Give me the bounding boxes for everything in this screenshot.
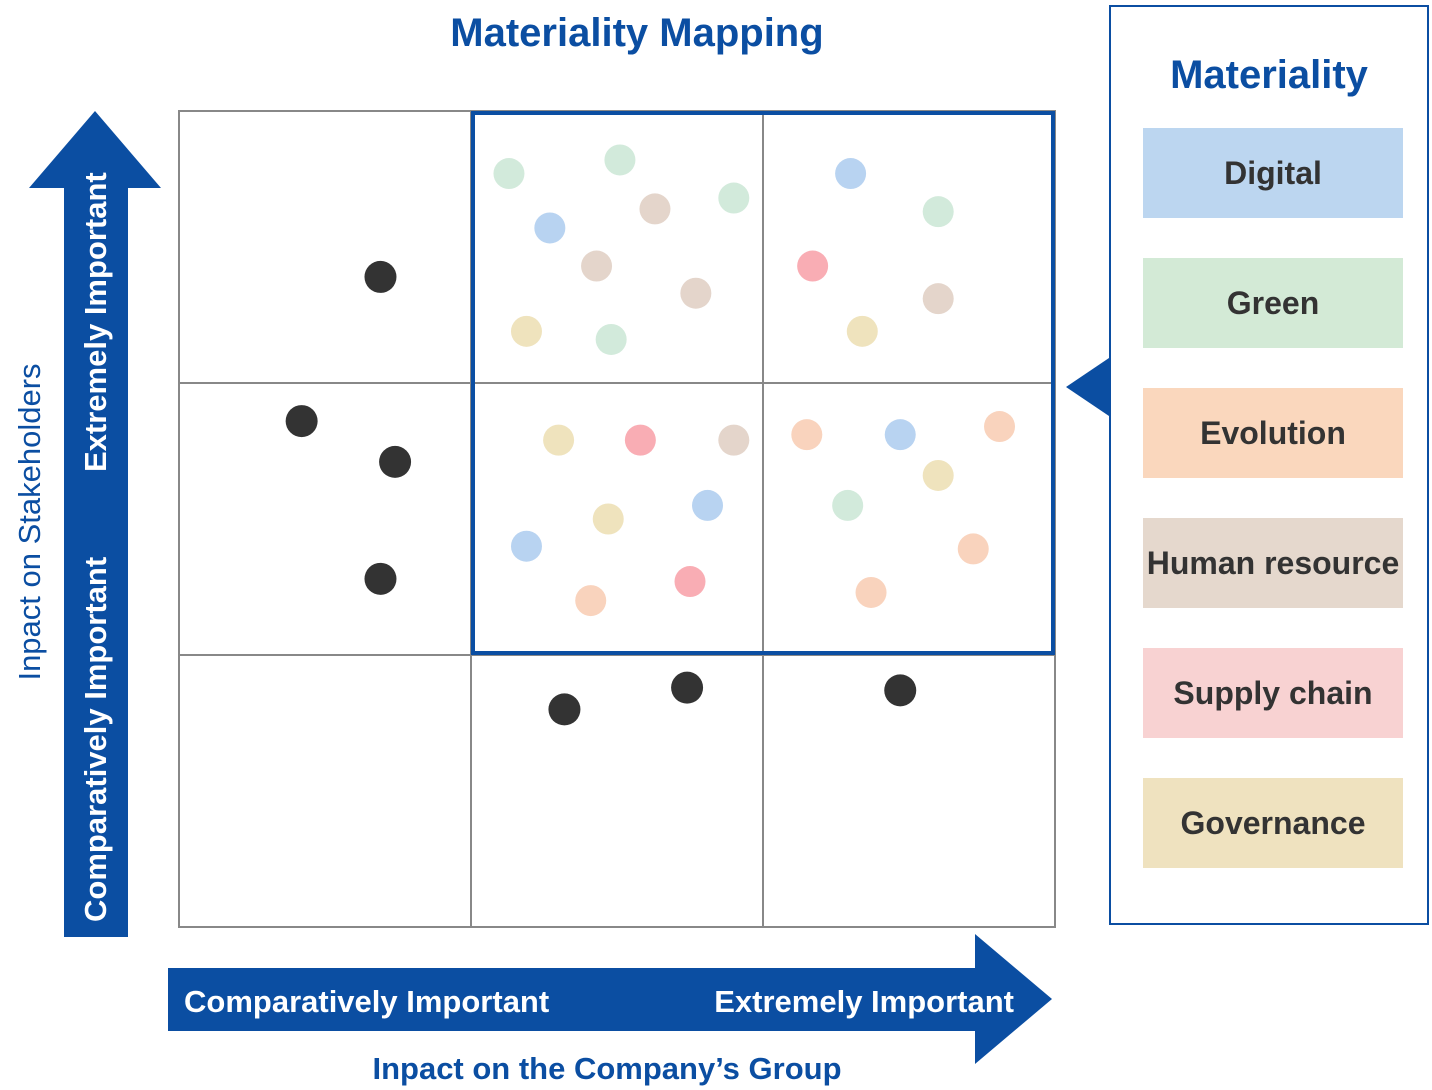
legend-panel: Materiality Digital Green Evolution Human r… (1109, 5, 1429, 925)
x-axis-title: Inpact on the Company’s Group (372, 1051, 841, 1086)
data-point-other (548, 693, 581, 726)
data-point-green (493, 158, 525, 190)
data-point-governance (922, 459, 954, 491)
data-point-evolution (957, 533, 989, 565)
data-point-other (364, 260, 397, 293)
data-point-governance (846, 315, 878, 347)
data-point-other (364, 562, 397, 595)
data-point-human (581, 250, 613, 282)
data-point-green (604, 144, 636, 176)
data-point-human (922, 283, 954, 315)
data-point-governance (510, 315, 542, 347)
data-point-digital (692, 489, 724, 521)
y-axis-title: Inpact on Stakeholders (12, 363, 47, 680)
data-point-green (595, 323, 627, 355)
data-point-supply (797, 250, 829, 282)
data-point-digital (510, 530, 542, 562)
data-point-other (379, 445, 412, 478)
data-point-other (285, 405, 318, 438)
data-point-human (680, 277, 712, 309)
data-point-green (922, 196, 954, 228)
data-point-other (884, 674, 917, 707)
data-point-digital (835, 158, 867, 190)
data-point-human (718, 424, 750, 456)
y-axis-arrow (29, 111, 161, 937)
chart-title: Materiality Mapping (450, 11, 823, 55)
legend-entry-supply: Supply chain (1143, 648, 1403, 738)
data-point-digital (884, 419, 916, 451)
data-point-human (639, 193, 671, 225)
data-point-other (671, 671, 704, 704)
data-point-governance (543, 424, 575, 456)
data-point-supply (674, 566, 706, 598)
data-point-green (832, 489, 864, 521)
highlight-region (471, 111, 1055, 655)
data-point-green (718, 182, 750, 214)
x-axis-low-label: Comparatively Important (184, 984, 549, 1019)
data-point-evolution (984, 411, 1016, 443)
data-point-digital (534, 212, 566, 244)
y-axis-high-label: Extremely Important (78, 172, 113, 472)
data-point-governance (592, 503, 624, 535)
data-point-evolution (791, 419, 823, 451)
data-point-evolution (855, 576, 887, 608)
x-axis-high-label: Extremely Important (714, 984, 1014, 1019)
legend-entry-digital: Digital (1143, 128, 1403, 218)
data-point-evolution (575, 585, 607, 617)
data-point-supply (624, 424, 656, 456)
legend-entry-green: Green (1143, 258, 1403, 348)
legend-entry-human: Human resource (1143, 518, 1403, 608)
x-axis-arrow (168, 934, 1052, 1064)
y-axis-low-label: Comparatively Important (78, 557, 113, 922)
legend-title: Materiality (1170, 53, 1368, 97)
legend-entry-governance: Governance (1143, 778, 1403, 868)
data-points (285, 144, 1016, 726)
legend-pointer (1066, 358, 1109, 416)
legend-entry-evolution: Evolution (1143, 388, 1403, 478)
